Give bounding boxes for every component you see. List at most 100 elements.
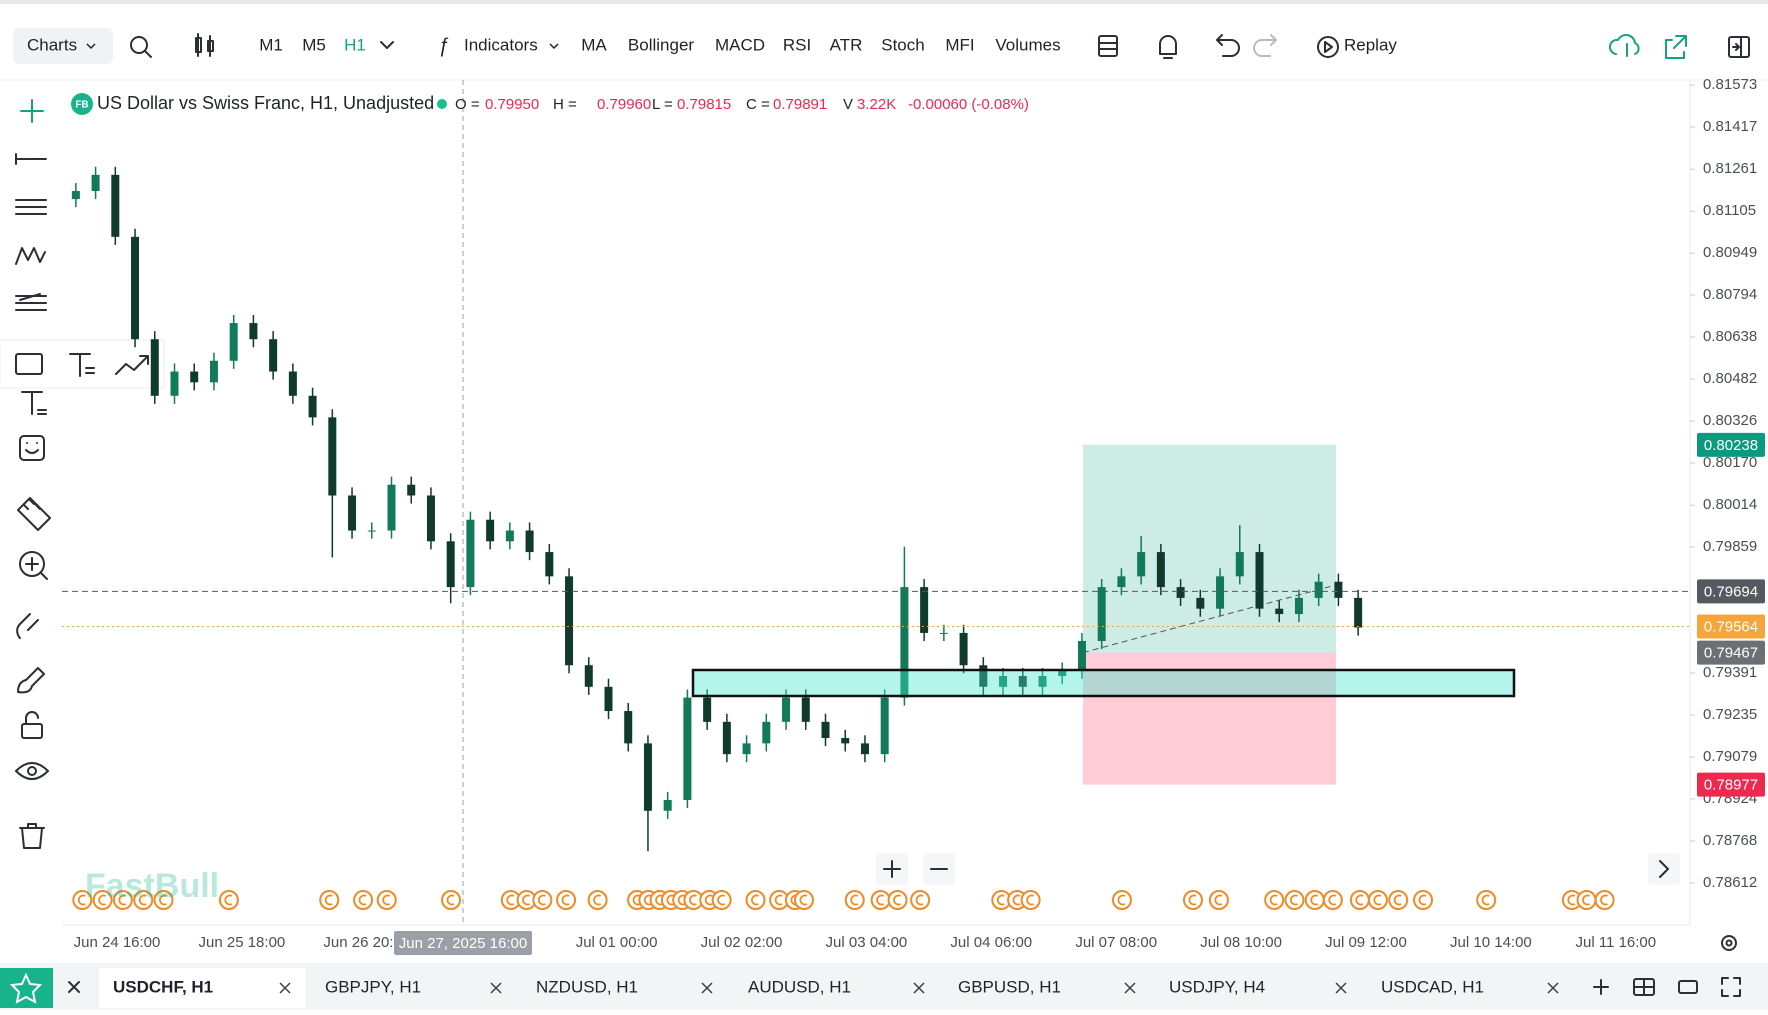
tab[interactable]: NZDUSD, H1	[536, 977, 638, 996]
event-marker[interactable]	[1183, 890, 1204, 910]
tab-close[interactable]	[1547, 982, 1559, 994]
close-all[interactable]	[68, 981, 80, 993]
price-badge-label: 0.79694	[1704, 583, 1758, 600]
event-marker[interactable]	[844, 890, 865, 910]
event-marker[interactable]	[72, 890, 93, 910]
position-trend	[1082, 584, 1337, 654]
stop-zone[interactable]	[1083, 652, 1336, 785]
legend-label: C =	[746, 96, 770, 113]
candle-body	[1117, 576, 1126, 588]
event-marker[interactable]	[793, 890, 814, 910]
event-marker[interactable]	[1208, 890, 1229, 910]
event-marker[interactable]	[319, 890, 340, 910]
event-marker[interactable]	[441, 890, 462, 910]
indicator[interactable]: ATR	[830, 35, 863, 54]
event-marker[interactable]	[1304, 890, 1325, 910]
event-marker[interactable]	[556, 890, 577, 910]
tab[interactable]: USDCAD, H1	[1381, 977, 1484, 996]
candle-body	[1137, 552, 1146, 577]
y-tick-label: 0.79079	[1703, 748, 1757, 765]
tab[interactable]: AUDUSD, H1	[748, 977, 851, 996]
event-marker[interactable]	[376, 890, 397, 910]
event-marker[interactable]	[133, 890, 154, 910]
scroll-right[interactable]	[1648, 853, 1680, 885]
timeframe[interactable]: M1	[259, 35, 283, 54]
tab-close[interactable]	[490, 982, 502, 994]
event-marker[interactable]	[711, 890, 732, 910]
event-marker[interactable]	[1111, 890, 1132, 910]
event-marker[interactable]	[1020, 890, 1041, 910]
candle-body	[880, 697, 889, 755]
chevron	[549, 43, 559, 50]
event-marker[interactable]	[910, 890, 931, 910]
candle-body	[900, 587, 909, 698]
indicator[interactable]: MA	[581, 35, 607, 54]
panel-icons[interactable]	[15, 353, 149, 377]
timeframe[interactable]: H1	[344, 35, 366, 54]
event-marker[interactable]	[745, 890, 766, 910]
candle-body	[545, 552, 554, 577]
x-tick-label: Jun 25 18:00	[199, 934, 286, 951]
charts-menu-bg[interactable]	[13, 28, 113, 64]
event-marker-glyph	[118, 894, 127, 906]
tab[interactable]: USDJPY, H4	[1169, 977, 1265, 996]
candle-body	[1058, 670, 1067, 677]
candle-body	[1314, 581, 1323, 598]
event-marker[interactable]	[587, 890, 608, 910]
event-marker[interactable]	[1349, 890, 1370, 910]
candle-body	[1176, 587, 1185, 598]
event-marker[interactable]	[1264, 890, 1285, 910]
indicator[interactable]: RSI	[783, 35, 811, 54]
candle-body	[249, 323, 258, 340]
event-marker[interactable]	[353, 890, 374, 910]
timeframe[interactable]: M5	[302, 35, 326, 54]
event-marker[interactable]	[1594, 890, 1615, 910]
candle-body	[979, 665, 988, 687]
event-marker[interactable]	[1413, 890, 1434, 910]
candle-body	[466, 519, 475, 588]
event-marker[interactable]	[1476, 890, 1497, 910]
tab[interactable]: GBPJPY, H1	[325, 977, 421, 996]
event-marker[interactable]	[1388, 890, 1409, 910]
profit-zone[interactable]	[1083, 444, 1336, 653]
settings[interactable]	[1721, 935, 1737, 951]
indicators-button[interactable]: Indicators	[464, 35, 538, 54]
tab-close[interactable]	[1124, 982, 1136, 994]
event-marker-glyph	[677, 894, 686, 906]
event-marker[interactable]	[1322, 890, 1343, 910]
event-marker[interactable]	[887, 890, 908, 910]
event-marker[interactable]	[1284, 890, 1305, 910]
candle-body	[703, 697, 712, 722]
event-marker[interactable]	[112, 890, 133, 910]
rectangle-drawing[interactable]	[691, 668, 1516, 698]
event-marker[interactable]	[92, 890, 113, 910]
tab-close[interactable]	[279, 982, 291, 994]
tab-close[interactable]	[913, 982, 925, 994]
indicator[interactable]: MACD	[715, 35, 765, 54]
candle-body	[111, 174, 120, 237]
charts-menu[interactable]: Charts	[27, 35, 77, 54]
tab[interactable]: GBPUSD, H1	[958, 977, 1061, 996]
x-tick-label: Jul 04 06:00	[950, 934, 1032, 951]
tab-bar-icons[interactable]	[1593, 977, 1741, 997]
tab[interactable]: USDCHF, H1	[113, 977, 213, 996]
status-dot	[437, 99, 447, 109]
indicator[interactable]: MFI	[945, 35, 974, 54]
indicator[interactable]: Bollinger	[628, 35, 694, 54]
event-marker[interactable]	[870, 890, 891, 910]
indicator[interactable]: Stoch	[881, 35, 924, 54]
drawing-panel	[0, 339, 165, 389]
event-marker[interactable]	[218, 890, 239, 910]
tab-close[interactable]	[1335, 982, 1347, 994]
tab-close[interactable]	[701, 982, 713, 994]
event-marker[interactable]	[1576, 890, 1597, 910]
candle-body	[91, 174, 100, 192]
event-marker-glyph	[1393, 894, 1402, 906]
event-marker[interactable]	[1367, 890, 1388, 910]
replay[interactable]: Replay	[1344, 35, 1397, 54]
indicator[interactable]: Volumes	[995, 35, 1060, 54]
event-marker[interactable]	[153, 890, 174, 910]
event-marker[interactable]	[532, 890, 553, 910]
price-badge-label: 0.79564	[1704, 618, 1758, 635]
x-tick-label: Jul 09 12:00	[1325, 934, 1407, 951]
